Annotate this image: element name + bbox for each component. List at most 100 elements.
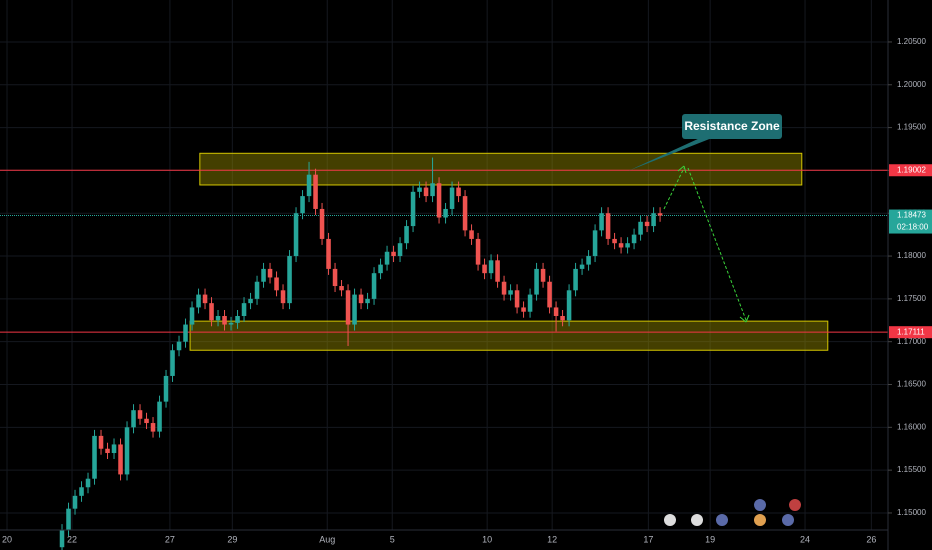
callout-box [682, 114, 782, 139]
candle-body [274, 277, 279, 291]
candle-body [410, 191, 416, 227]
candle-body [625, 243, 630, 248]
candle-body [313, 174, 318, 209]
candle-body [150, 423, 156, 432]
candle-body [482, 264, 487, 274]
candle-body [488, 260, 494, 274]
candle-body [631, 234, 637, 244]
candle-body [241, 303, 247, 316]
x-tick-label: 29 [227, 534, 237, 544]
candle-body [118, 444, 123, 475]
candle-body [417, 187, 422, 192]
candle-body [579, 264, 585, 269]
countdown: 02:18:00 [897, 223, 929, 232]
candle-body [202, 294, 208, 304]
candle-body [228, 322, 234, 325]
candle-body [300, 196, 305, 214]
candle-body [345, 290, 351, 325]
candle-body [326, 238, 331, 269]
zone [199, 152, 803, 186]
candle-body [72, 495, 78, 509]
x-tick-label: 19 [705, 534, 715, 544]
candle-body [293, 213, 299, 257]
candle-body [371, 273, 377, 299]
candle-body [235, 315, 240, 323]
candle-body [443, 208, 448, 218]
candle-body [196, 294, 201, 308]
candle-body [280, 290, 286, 304]
x-tick-label: 17 [643, 534, 653, 544]
candle-body [378, 264, 383, 274]
candle-body [365, 298, 370, 304]
candle-body [547, 281, 552, 308]
candle-body [404, 226, 409, 244]
event-icon [754, 499, 766, 511]
candle-body [222, 315, 227, 325]
level-tag [889, 326, 932, 339]
x-tick-label: 26 [866, 534, 876, 544]
candle-body [105, 448, 110, 454]
candle-body [339, 286, 344, 291]
grid [0, 0, 888, 530]
candle-body [397, 243, 403, 257]
candle-body [456, 187, 461, 197]
candle-body [462, 196, 468, 231]
candle-body [540, 268, 546, 282]
event-icon [789, 499, 801, 511]
y-tick-label: 1.18000 [897, 251, 926, 260]
candle-body [254, 281, 260, 299]
candle-body [495, 260, 500, 282]
candle-body [248, 298, 253, 304]
candle-body [423, 187, 429, 197]
candle-body [209, 303, 214, 321]
candle-body [514, 290, 520, 308]
candle-body [352, 294, 357, 325]
candle-body [391, 251, 396, 257]
candle-body [358, 294, 364, 304]
candle-body [261, 268, 266, 282]
candle-body [306, 174, 312, 197]
candle-body [521, 307, 526, 312]
x-tick-label: 22 [67, 534, 77, 544]
arrow-up [663, 167, 685, 210]
candle-body [599, 213, 604, 231]
candle-body [430, 183, 435, 197]
candle-body [618, 243, 624, 248]
candle-body [59, 530, 65, 548]
candle-body [469, 230, 474, 239]
x-tick-label: 24 [800, 534, 810, 544]
candle-body [131, 410, 136, 428]
candle-body [176, 341, 182, 351]
y-tick-label: 1.16500 [897, 380, 926, 389]
candle-body [566, 290, 572, 321]
candle-body [157, 401, 162, 432]
x-tick-label: 12 [547, 534, 557, 544]
level-label: 1.19002 [897, 165, 926, 174]
candle-body [449, 187, 455, 209]
candle-body [605, 213, 611, 239]
candle-body [183, 324, 188, 342]
annotation: Resistance Zone [684, 119, 780, 133]
candles [59, 157, 663, 550]
candle-body [319, 208, 325, 239]
candle-body [215, 315, 221, 321]
event-icon [782, 514, 794, 526]
y-tick-label: 1.20500 [897, 37, 926, 46]
candle-body [436, 183, 442, 218]
candle-body [612, 238, 617, 244]
candle-body [560, 315, 565, 321]
last-price-tag [889, 209, 932, 234]
candle-body [644, 221, 650, 227]
y-tick-label: 1.15500 [897, 465, 926, 474]
x-tick-label: 5 [390, 534, 395, 544]
candle-body [92, 435, 97, 479]
arrow-head [677, 165, 687, 174]
zone [189, 320, 829, 351]
candle-body [592, 230, 598, 257]
candle-body [508, 290, 513, 295]
event-icon [691, 514, 703, 526]
x-tick-label: 20 [2, 534, 12, 544]
last-price-label: 1.18473 [897, 211, 926, 220]
candle-body [66, 508, 71, 531]
